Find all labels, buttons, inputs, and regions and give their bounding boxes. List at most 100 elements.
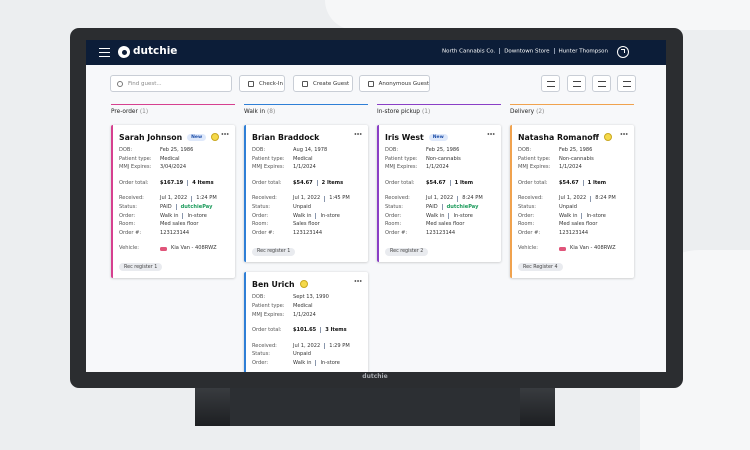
list-view-button[interactable]	[617, 75, 636, 92]
more-button[interactable]	[354, 133, 362, 135]
value-text: 123123144	[426, 229, 456, 236]
field-label: Patient type:	[252, 155, 285, 162]
value-text: Medical	[293, 302, 313, 309]
separator	[449, 180, 451, 187]
guest-card[interactable]: Sarah Johnson New DOB: Feb 25, 1986 Patient …	[111, 125, 235, 278]
field-row: Status: PAID dutchiePay	[119, 203, 229, 212]
top-bar: dutchie North Cannabis Co. Downtown Store…	[86, 40, 666, 65]
value-extra: 1 Item	[587, 179, 607, 186]
field-value: PAID dutchiePay	[160, 203, 212, 212]
separator	[316, 180, 318, 187]
field-value: 123123144	[426, 229, 455, 238]
value-text: Sept 13, 1990	[293, 294, 329, 301]
field-row: Order: Walk in In-store	[119, 212, 229, 221]
separator	[581, 212, 583, 219]
more-button[interactable]	[487, 133, 495, 135]
refresh-button[interactable]	[541, 75, 560, 92]
column-title: Walk in	[244, 109, 266, 115]
guest-name: Natasha Romanoff	[518, 132, 599, 142]
field-value: Unpaid	[293, 350, 311, 359]
value-extra: 1:29 PM	[329, 342, 350, 349]
field-label: Patient type:	[518, 155, 551, 162]
guest-name: Iris West	[385, 132, 424, 142]
field-label: Status:	[518, 203, 536, 210]
section: Received: Jul 1, 2022 1:29 PM Status: Unpaid…	[252, 342, 362, 368]
field-label: Room:	[252, 221, 269, 228]
more-button[interactable]	[221, 133, 229, 135]
create-guest-button[interactable]: Create Guest	[293, 75, 353, 92]
value-text: Medical	[160, 155, 180, 162]
separator	[324, 195, 326, 202]
filter-button[interactable]	[567, 75, 586, 92]
field-label: Patient type:	[385, 155, 418, 162]
user[interactable]: Hunter Thompson	[558, 48, 608, 55]
column: Delivery (2) Natasha Romanoff DOB: Feb 25, 1…	[510, 104, 634, 288]
field-value: 3/04/2024	[160, 163, 186, 172]
payment-method: dutchiePay	[180, 203, 213, 210]
field-row: MMJ Expires: 1/1/2024	[252, 311, 362, 320]
store[interactable]: Downtown Store	[504, 48, 550, 55]
anonymous-guest-button[interactable]: Anonymous Guest	[359, 75, 430, 92]
field-value: Sept 13, 1990	[293, 293, 329, 302]
monitor-neck	[230, 386, 520, 426]
column-header: In-store pickup (1)	[377, 104, 501, 125]
guest-card[interactable]: Iris West New DOB: Feb 25, 1986 Patient type…	[377, 125, 501, 263]
column-header: Pre-order (1)	[111, 104, 235, 125]
field-label: Status:	[385, 203, 403, 210]
column-title: Pre-order	[111, 109, 138, 115]
column-count: (2)	[536, 109, 545, 115]
separator	[191, 195, 193, 202]
value-extra: In-store	[187, 212, 207, 219]
sort-button[interactable]	[592, 75, 611, 92]
field-row: Patient type: Non-cannabis	[518, 155, 628, 164]
value-text: Walk in	[160, 212, 179, 219]
guest-card[interactable]: Ben Urich DOB: Sept 13, 1990 Patient type: M…	[244, 272, 368, 372]
field-row: DOB: Feb 25, 1986	[119, 146, 229, 155]
field-value: Jul 1, 2022 1:29 PM	[293, 342, 350, 351]
help-button[interactable]	[617, 46, 629, 58]
field-value: Kia Van - 408RWZ	[559, 244, 616, 253]
field-label: Status:	[252, 203, 270, 210]
field-label: Order total:	[252, 179, 282, 186]
section: DOB: Sept 13, 1990 Patient type: Medical MMJ…	[252, 293, 362, 319]
field-value: 1/1/2024	[559, 163, 582, 172]
field-value: 1/1/2024	[293, 311, 316, 320]
value-extra: In-store	[320, 212, 340, 219]
field-value: $54.67 2 Items	[293, 179, 343, 188]
value-text: Jul 1, 2022	[160, 195, 188, 202]
value-text: PAID	[426, 203, 438, 210]
field-row: Status: Unpaid	[252, 203, 362, 212]
bezel-brand: dutchie	[362, 373, 388, 380]
separator	[457, 195, 459, 202]
logo	[118, 46, 130, 58]
value-extra: In-store	[586, 212, 606, 219]
search-box[interactable]: Find guest...	[110, 75, 232, 92]
guest-card[interactable]: Brian Braddock DOB: Aug 14, 1978 Patient ty…	[244, 125, 368, 263]
guest-name-row: Ben Urich	[252, 278, 362, 290]
field-row: Room: Sales floor	[252, 220, 362, 229]
field-label: Received:	[518, 195, 543, 202]
field-row: Status: Unpaid	[518, 203, 628, 212]
field-label: Order:	[518, 212, 535, 219]
column-title: Delivery	[510, 109, 535, 115]
field-value: Walk in In-store	[293, 212, 340, 221]
guest-card[interactable]: Natasha Romanoff DOB: Feb 25, 1986 Patient …	[510, 125, 634, 278]
field-label: DOB:	[119, 147, 133, 153]
field-row: Patient type: Non-cannabis	[385, 155, 495, 164]
field-value: Feb 25, 1986	[160, 146, 193, 155]
menu-button[interactable]	[99, 48, 110, 57]
field-row: Received: Jul 1, 2022 1:45 PM	[252, 194, 362, 203]
field-row: MMJ Expires: 3/04/2024	[119, 163, 229, 172]
company[interactable]: North Cannabis Co.	[442, 48, 496, 55]
field-label: Received:	[252, 195, 277, 202]
field-row: Status: PAID dutchiePay	[385, 203, 495, 212]
more-button[interactable]	[620, 133, 628, 135]
field-label: Order:	[385, 212, 402, 219]
field-label: Vehicle:	[518, 245, 538, 252]
value-text: Non-cannabis	[559, 155, 594, 162]
check-in-button[interactable]: Check-In	[239, 75, 285, 92]
field-value: Jul 1, 2022 8:24 PM	[426, 194, 483, 203]
value-text: PAID	[160, 203, 172, 210]
more-button[interactable]	[354, 280, 362, 283]
column-count: (1)	[139, 109, 149, 115]
